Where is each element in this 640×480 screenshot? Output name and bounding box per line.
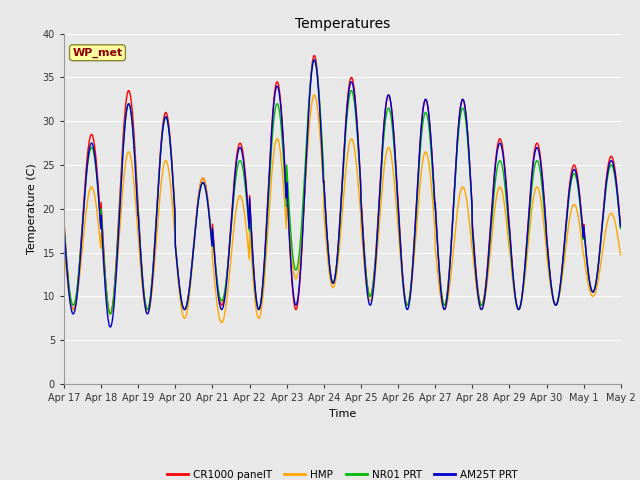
CR1000 panelT [502, 177, 510, 183]
AM25T PRT [184, 295, 192, 301]
NR01 PRT [310, 57, 318, 63]
HMP [184, 305, 191, 311]
CR1000 panelT [106, 311, 115, 317]
NR01 PRT [60, 223, 68, 229]
HMP [429, 205, 437, 211]
CR1000 panelT [616, 221, 624, 227]
CR1000 panelT [310, 53, 318, 59]
X-axis label: Time: Time [329, 408, 356, 419]
NR01 PRT [502, 193, 510, 199]
AM25T PRT [106, 324, 115, 330]
HMP [616, 252, 624, 258]
NR01 PRT [106, 311, 115, 317]
NR01 PRT [184, 295, 192, 301]
Title: Temperatures: Temperatures [295, 17, 390, 31]
AM25T PRT [310, 57, 318, 63]
HMP [310, 92, 318, 98]
HMP [246, 238, 254, 243]
CR1000 panelT [551, 302, 559, 308]
CR1000 panelT [184, 295, 192, 300]
NR01 PRT [616, 226, 624, 231]
HMP [502, 215, 510, 220]
HMP [60, 245, 68, 251]
HMP [218, 320, 226, 325]
AM25T PRT [551, 302, 559, 308]
AM25T PRT [246, 210, 254, 216]
AM25T PRT [502, 181, 510, 187]
NR01 PRT [246, 217, 254, 223]
Text: WP_met: WP_met [72, 48, 123, 58]
NR01 PRT [171, 204, 179, 210]
CR1000 panelT [246, 208, 254, 214]
NR01 PRT [551, 302, 559, 308]
Line: CR1000 panelT: CR1000 panelT [64, 56, 620, 314]
HMP [170, 224, 178, 230]
NR01 PRT [429, 181, 437, 187]
Line: HMP: HMP [64, 95, 620, 323]
AM25T PRT [171, 206, 179, 212]
CR1000 panelT [171, 202, 179, 207]
AM25T PRT [429, 174, 437, 180]
Line: NR01 PRT: NR01 PRT [64, 60, 620, 314]
CR1000 panelT [429, 172, 437, 178]
Legend: CR1000 panelT, HMP, NR01 PRT, AM25T PRT: CR1000 panelT, HMP, NR01 PRT, AM25T PRT [163, 466, 522, 480]
AM25T PRT [616, 223, 624, 229]
HMP [551, 302, 559, 308]
Y-axis label: Temperature (C): Temperature (C) [27, 163, 37, 254]
CR1000 panelT [60, 219, 68, 225]
Line: AM25T PRT: AM25T PRT [64, 60, 620, 327]
AM25T PRT [60, 226, 68, 231]
